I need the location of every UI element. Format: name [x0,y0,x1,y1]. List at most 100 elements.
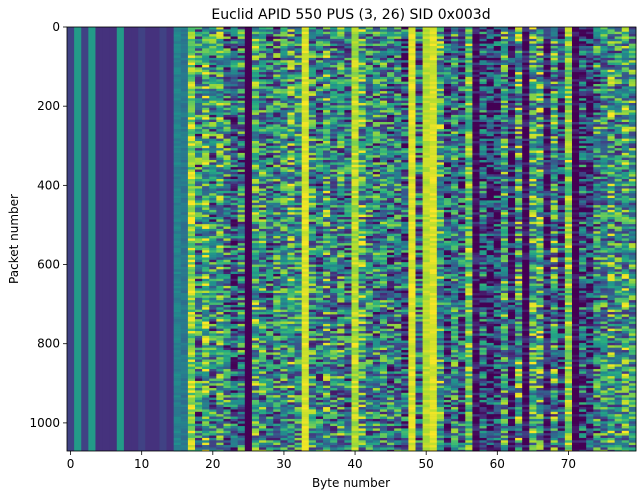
heatmap-cell [273,392,281,396]
heatmap-cell [195,186,203,189]
heatmap-cell [365,388,374,391]
heatmap-cell [280,290,288,294]
heatmap-cell [287,183,295,187]
heatmap-cell [230,366,238,370]
heatmap-cell [330,217,338,220]
heatmap-cell [315,38,324,42]
heatmap-cell [280,426,288,429]
heatmap-cell [187,252,196,256]
heatmap-cell [287,221,295,225]
heatmap-cell [287,290,295,294]
heatmap-cell [237,266,246,270]
heatmap-cell [294,48,303,52]
heatmap-cell [323,312,331,315]
heatmap-cell [237,380,246,384]
heatmap-cell [294,414,303,417]
heatmap-cell [344,228,352,232]
heatmap-cell [251,366,260,370]
heatmap-cell [287,133,295,137]
heatmap-cell [216,79,224,82]
heatmap-cell [330,38,338,42]
heatmap-cell [358,214,367,218]
heatmap-cell [187,224,196,227]
heatmap-cell [344,155,352,158]
heatmap-cell [344,48,352,52]
heatmap-cell [330,399,338,403]
heatmap-cell [337,198,345,201]
heatmap-cell [301,357,310,360]
heatmap-cell [251,397,260,401]
heatmap-cell [358,131,367,135]
heatmap-cell [358,447,367,451]
heatmap-cell [323,212,331,215]
heatmap-cell [365,307,374,310]
heatmap-cell [308,231,317,234]
heatmap-cell [223,247,231,251]
heatmap-cell [301,437,310,441]
heatmap-cell [301,449,310,452]
heatmap-cell [209,36,217,40]
heatmap-cell [209,319,217,322]
heatmap-column [95,27,103,451]
heatmap-cell [294,86,303,90]
heatmap-cell [337,93,345,97]
heatmap-cell [301,416,310,420]
heatmap-cell [315,297,324,301]
heatmap-cell [237,72,246,75]
heatmap-cell [337,72,345,75]
heatmap-cell [237,38,246,42]
heatmap-cell [259,93,267,97]
heatmap-cell [280,155,288,158]
heatmap-cell [216,212,224,215]
heatmap-cell [216,219,224,223]
heatmap-cell [259,321,267,325]
heatmap-cell [230,264,238,268]
heatmap-cell [216,117,224,120]
heatmap-cell [195,31,203,35]
heatmap-cell [315,243,324,246]
heatmap-cell [337,266,345,270]
heatmap-cell [308,295,317,299]
heatmap-cell [280,209,288,213]
heatmap-cell [187,262,196,265]
heatmap-cell [308,385,317,389]
heatmap-cell [344,340,352,344]
heatmap-cell [216,62,224,66]
heatmap-cell [237,74,246,78]
heatmap-cell [294,435,303,439]
heatmap-cell [209,418,217,422]
heatmap-cell [344,397,352,401]
heatmap-cell [259,152,267,156]
heatmap-cell [287,397,295,401]
heatmap-cell [280,193,288,196]
heatmap-cell [230,435,238,439]
heatmap-cell [216,72,224,75]
heatmap-cell [337,95,345,99]
heatmap-cell [344,440,352,443]
heatmap-cell [315,259,324,263]
heatmap-cell [372,76,381,80]
heatmap-cell [344,357,352,360]
heatmap-cell [209,309,217,313]
heatmap-cell [301,29,310,33]
heatmap-cell [344,359,352,363]
heatmap-cell [223,433,231,436]
heatmap-cell [230,426,238,429]
heatmap-cell [230,212,238,215]
heatmap-cell [180,247,189,251]
heatmap-cell [344,122,352,125]
heatmap-cell [372,238,381,242]
heatmap-cell [372,217,381,220]
heatmap-cell [173,309,182,313]
heatmap-cell [287,112,295,116]
heatmap-cell [308,72,317,75]
heatmap-cell [237,300,246,303]
heatmap-cell [344,421,352,424]
heatmap-cell [287,129,295,132]
heatmap-column [152,27,160,451]
heatmap-cell [287,226,295,230]
heatmap-cell [337,119,345,123]
heatmap-cell [266,155,274,158]
heatmap-cell [358,43,367,47]
heatmap-cell [287,198,295,201]
